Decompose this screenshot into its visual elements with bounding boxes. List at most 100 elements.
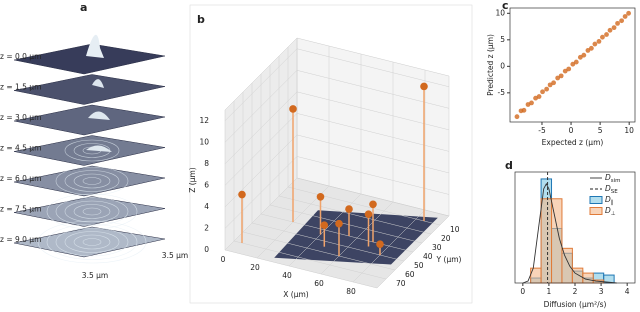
legend-swatch xyxy=(589,207,603,215)
sample-floor xyxy=(274,210,438,265)
ring xyxy=(82,207,102,216)
point xyxy=(555,75,561,81)
sim-curve xyxy=(522,182,617,284)
point xyxy=(585,48,591,53)
point xyxy=(588,45,594,51)
grid-line xyxy=(260,74,414,253)
layer-label: z = 3.0 μm xyxy=(0,113,41,122)
peak xyxy=(92,79,104,88)
symbol: D xyxy=(605,184,611,193)
ring xyxy=(73,234,111,250)
layer-label: z = 7.5 μm xyxy=(0,205,41,214)
ring xyxy=(55,197,129,226)
grid-line xyxy=(224,38,298,251)
point xyxy=(577,54,583,60)
y-tick-label: 50 xyxy=(414,261,424,270)
grid-line xyxy=(320,62,394,275)
z-tick-label: 8 xyxy=(204,159,209,168)
layer-label: z = 1.5 μm xyxy=(0,83,41,92)
depth-label: 3.5 μm xyxy=(162,251,188,260)
grid-line xyxy=(256,46,330,259)
panel-label: b xyxy=(197,13,205,26)
ring xyxy=(46,224,138,260)
point xyxy=(596,39,602,44)
grid-line xyxy=(278,56,432,235)
z-tick-label: 10 xyxy=(199,137,209,146)
subscript: ⊥ xyxy=(611,211,616,217)
surface xyxy=(13,104,166,136)
peak xyxy=(86,145,112,152)
y-tick-label: -5 xyxy=(498,88,506,97)
x-tick-label: 0 xyxy=(569,126,574,135)
point xyxy=(558,73,564,79)
width-label: 3.5 μm xyxy=(82,271,108,280)
grid-line xyxy=(352,70,426,283)
point xyxy=(622,14,628,19)
y-axis-label: Y (μm) xyxy=(436,255,462,264)
y-tick-label: 70 xyxy=(396,279,406,288)
x-tick-label: 40 xyxy=(282,271,292,280)
subscript: ∥ xyxy=(611,199,614,206)
ring xyxy=(64,139,120,162)
x-tick-label: 2 xyxy=(573,287,578,296)
point xyxy=(369,200,377,209)
point xyxy=(566,66,572,72)
point xyxy=(521,107,527,113)
peak xyxy=(86,34,104,58)
x-tick-label: 5 xyxy=(598,126,603,135)
y-tick-label: 60 xyxy=(405,270,415,279)
y-tick-label: 20 xyxy=(441,234,451,243)
ring xyxy=(37,220,147,264)
point xyxy=(420,82,428,91)
y-tick-label: 10 xyxy=(450,225,460,234)
surface xyxy=(13,74,166,105)
x-axis-label: Expected z (μm) xyxy=(542,138,604,147)
point xyxy=(540,89,545,95)
x-tick-label: 10 xyxy=(624,126,634,135)
z-axis-label: Z (μm) xyxy=(188,167,197,193)
panel-label: d xyxy=(505,159,513,172)
x-axis-label: X (μm) xyxy=(283,290,309,299)
grid-line xyxy=(287,47,441,226)
point xyxy=(604,32,609,37)
point xyxy=(615,20,620,26)
peak xyxy=(88,111,110,120)
legend-label: D⊥ xyxy=(605,206,616,217)
grid-line xyxy=(233,101,387,280)
ring xyxy=(55,227,129,257)
ring xyxy=(73,204,111,219)
z-tick-label: 2 xyxy=(204,223,209,232)
x-tick-label: 0 xyxy=(520,287,525,296)
point xyxy=(626,10,632,16)
point xyxy=(573,59,579,65)
y-tick-label: 40 xyxy=(423,252,433,261)
point xyxy=(544,86,550,92)
x-tick-label: 4 xyxy=(625,287,630,296)
legend-swatch xyxy=(589,196,603,204)
panel-label: a xyxy=(80,1,87,14)
point xyxy=(514,114,520,120)
y-tick-label: 10 xyxy=(495,8,505,17)
y-axis-label: Predicted z (μm) xyxy=(486,34,495,96)
ring xyxy=(73,173,111,189)
x-axis-label: Diffusion (μm²/s) xyxy=(544,300,607,309)
symbol: D xyxy=(605,173,611,182)
ring xyxy=(64,170,120,192)
panel-label: c xyxy=(502,0,509,12)
hist-bar xyxy=(571,267,584,284)
surface xyxy=(13,135,166,166)
symbol: D xyxy=(605,195,611,204)
point xyxy=(570,61,576,67)
legend-label: D∥ xyxy=(605,195,614,206)
y-tick-label: 5 xyxy=(500,35,505,44)
point xyxy=(619,18,625,24)
point xyxy=(547,82,553,88)
plot-frame xyxy=(509,7,636,123)
z-tick-label: 12 xyxy=(199,116,209,125)
layer-label: z = 6.0 μm xyxy=(0,174,41,183)
point xyxy=(364,210,373,218)
grid-line xyxy=(288,54,362,267)
grid-line xyxy=(269,65,423,244)
